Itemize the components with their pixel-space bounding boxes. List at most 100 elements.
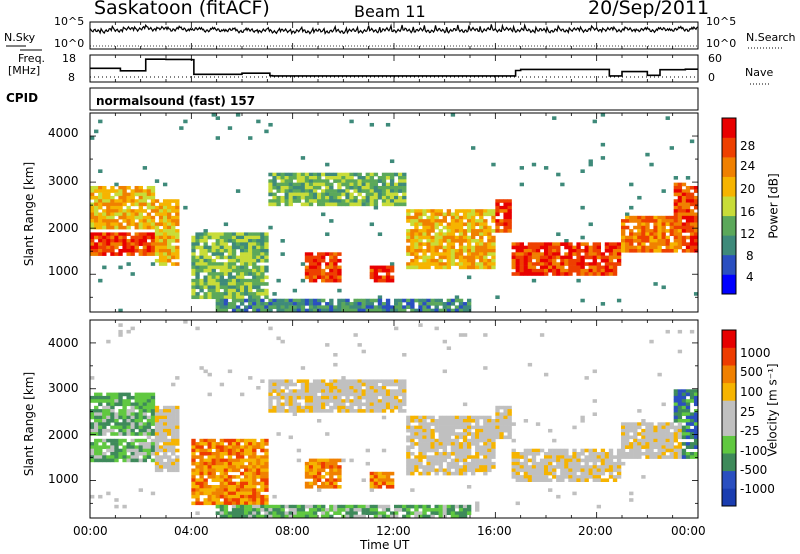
velocity-cell (268, 514, 273, 519)
power-cell (219, 265, 225, 270)
velocity-cell (657, 425, 662, 430)
velocity-cell (195, 445, 200, 449)
power-cell (304, 199, 310, 203)
velocity-cell (523, 419, 529, 423)
power-cell (150, 192, 156, 197)
velocity-cell (616, 465, 622, 469)
velocity-cell (657, 445, 662, 449)
velocity-cell (483, 435, 488, 440)
power-cell (248, 288, 253, 293)
power-cell (195, 265, 200, 270)
velocity-cell (434, 442, 439, 446)
power-cell (604, 245, 610, 250)
velocity-cell (321, 395, 326, 400)
power-cell (268, 172, 273, 177)
power-cell (231, 302, 237, 306)
power-cell (523, 255, 529, 260)
velocity-cell (272, 511, 277, 515)
power-cell (175, 262, 180, 266)
power-cell (337, 298, 342, 303)
velocity-cell (422, 455, 427, 459)
velocity-cell (483, 455, 488, 459)
power-cell (175, 205, 180, 210)
power-cell (385, 202, 391, 207)
power-cell (552, 248, 557, 253)
power-cell (515, 272, 520, 276)
power-cell (312, 185, 318, 190)
velocity-cell (381, 409, 387, 413)
velocity-cell (612, 478, 618, 482)
power-cell (106, 199, 111, 203)
power-cell (620, 239, 626, 243)
velocity-cell (276, 389, 281, 393)
power-cell (689, 192, 695, 197)
power-cell (191, 278, 196, 283)
power-cell (304, 302, 310, 306)
velocity-cell (296, 511, 302, 515)
velocity-cell (316, 386, 322, 390)
power-cell (418, 305, 423, 309)
velocity-cell (207, 475, 212, 479)
power-cell (252, 295, 257, 300)
power-cell (333, 258, 338, 263)
power-cell (446, 248, 452, 253)
velocity-cell (268, 389, 273, 393)
velocity-cell (629, 498, 634, 502)
power-cell (146, 222, 152, 227)
velocity-cell (430, 511, 435, 515)
power-cell (616, 258, 622, 263)
power-cell (406, 239, 411, 243)
power-cb-tick-4: 4 (746, 270, 754, 284)
velocity-cell (146, 395, 152, 400)
power-cell (357, 172, 362, 177)
power-cell (564, 268, 569, 273)
velocity-cell (633, 448, 638, 453)
velocity-cell (308, 511, 314, 515)
velocity-cell (677, 422, 683, 426)
velocity-cell (645, 438, 650, 443)
velocity-cell (475, 508, 480, 512)
velocity-cell (548, 458, 553, 463)
velocity-cell (385, 471, 391, 476)
velocity-cell (422, 452, 427, 456)
power-cell (539, 252, 545, 256)
velocity-cell (154, 415, 160, 420)
velocity-cell (329, 468, 334, 473)
power-cell (138, 195, 143, 200)
velocity-cell (94, 422, 99, 426)
velocity-cell (231, 511, 237, 515)
power-cell (511, 258, 516, 263)
velocity-cell (260, 458, 265, 463)
velocity-cell (203, 478, 208, 482)
velocity-cell (312, 399, 318, 403)
velocity-cell (150, 419, 156, 423)
velocity-cell (689, 415, 695, 420)
power-cell (272, 176, 277, 180)
velocity-cell (223, 478, 229, 482)
power-cell (308, 298, 314, 303)
velocity-cell (462, 452, 468, 456)
velocity-cell (284, 386, 289, 390)
power-cell (475, 219, 480, 223)
power-cell (616, 298, 622, 303)
power-cell (106, 248, 111, 253)
power-cell (337, 189, 342, 193)
velocity-cell (207, 494, 212, 499)
power-cell (361, 195, 366, 200)
velocity-cell (90, 448, 95, 453)
power-cell (531, 162, 537, 167)
power-cell (223, 232, 229, 237)
power-cell (406, 262, 411, 266)
power-cell (649, 239, 654, 243)
velocity-cell (406, 508, 411, 512)
velocity-cell (337, 399, 342, 403)
power-cell (321, 195, 326, 200)
velocity-cell (312, 478, 318, 482)
velocity-cell (304, 461, 310, 466)
power-cell (252, 278, 257, 283)
velocity-cell (673, 405, 679, 410)
velocity-cell (337, 468, 342, 473)
power-cell (649, 229, 654, 233)
velocity-cell (235, 468, 241, 473)
velocity-cell (142, 452, 148, 456)
